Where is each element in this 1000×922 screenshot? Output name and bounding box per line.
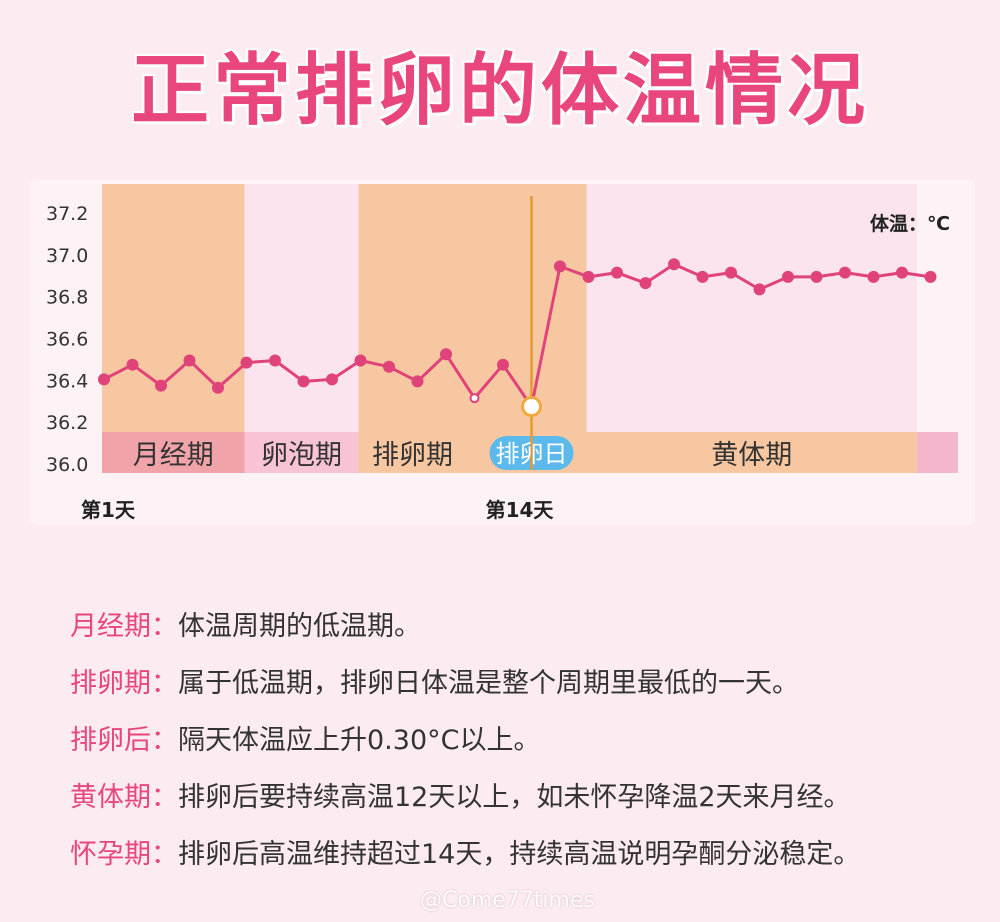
- legend-row-menstrual: 月经期：体温周期的低温期。: [70, 605, 990, 662]
- ovulation-badge-label: 排卵日: [496, 440, 568, 468]
- legend-label: 怀孕期：: [70, 839, 178, 870]
- data-point: [354, 354, 367, 367]
- phase-band: [102, 432, 245, 473]
- page-title: 正常排卵的体温情况: [130, 46, 869, 136]
- legend-text: 隔天体温应上升0.30°C以上。: [178, 725, 541, 756]
- data-point: [440, 348, 452, 361]
- phase-layer: [102, 184, 958, 473]
- phase-background: [358, 184, 587, 432]
- legend: 月经期：体温周期的低温期。 排卵期：属于低温期，排卵日体温是整个周期里最低的一天…: [70, 605, 990, 890]
- phase-band-tail: [917, 432, 958, 473]
- legend-text: 排卵后要持续高温12天以上，如未怀孕降温2天来月经。: [178, 782, 851, 813]
- phase-background: [586, 184, 917, 432]
- data-point: [582, 270, 595, 283]
- marker-layer: [98, 258, 937, 418]
- axis-layer: 36.0 36.2 36.4 36.6 36.8 37.0 37.2: [46, 203, 88, 476]
- data-point: [497, 358, 509, 371]
- phase-label: 黄体期: [711, 440, 792, 471]
- phase-label: 卵泡期: [261, 440, 342, 471]
- y-tick-label: 36.4: [46, 370, 88, 392]
- legend-row-luteal: 黄体期：排卵后要持续高温12天以上，如未怀孕降温2天来月经。: [70, 776, 990, 833]
- data-point: [725, 266, 737, 279]
- data-point: [924, 270, 937, 283]
- legend-text: 体温周期的低温期。: [178, 611, 421, 642]
- x-tick-label: 第14天: [486, 498, 555, 522]
- data-point: [326, 373, 338, 386]
- data-point: [469, 393, 480, 404]
- data-point: [839, 266, 851, 279]
- legend-label: 月经期：: [70, 611, 178, 642]
- legend-row-ovulation: 排卵期：属于低温期，排卵日体温是整个周期里最低的一天。: [70, 662, 990, 719]
- data-point: [155, 379, 167, 392]
- data-point: [297, 375, 310, 388]
- phase-background: [102, 184, 245, 432]
- legend-text: 属于低温期，排卵日体温是整个周期里最低的一天。: [178, 668, 799, 699]
- y-tick-label: 37.0: [46, 245, 88, 267]
- data-point: [269, 354, 281, 367]
- y-tick-label: 36.6: [46, 329, 88, 351]
- watermark: @Come77times: [420, 888, 595, 913]
- legend-label: 黄体期：: [70, 782, 178, 813]
- data-point: [383, 360, 395, 373]
- data-point: [696, 270, 709, 283]
- y-tick-label: 36.8: [46, 287, 88, 309]
- data-point: [810, 270, 823, 283]
- phase-band: [586, 432, 917, 473]
- y-tick-label: 36.2: [46, 412, 88, 434]
- data-point: [554, 260, 566, 273]
- phase-background: [244, 184, 359, 432]
- phase-band: [244, 432, 359, 473]
- phase-label: 排卵期: [372, 440, 453, 471]
- legend-text: 排卵后高温维持超过14天，持续高温说明孕酮分泌稳定。: [178, 839, 861, 870]
- data-point: [212, 381, 224, 394]
- data-point: [896, 266, 908, 279]
- legend-row-post-ovulation: 排卵后：隔天体温应上升0.30°C以上。: [70, 719, 990, 776]
- phase-label: 月经期: [133, 440, 214, 471]
- legend-row-pregnancy: 怀孕期：排卵后高温维持超过14天，持续高温说明孕酮分泌稳定。: [70, 833, 990, 890]
- data-point: [240, 356, 253, 369]
- data-point: [782, 270, 794, 283]
- legend-label: 排卵期：: [70, 668, 178, 699]
- data-point: [98, 373, 110, 386]
- data-point: [668, 258, 680, 271]
- legend-label: 排卵后：: [70, 725, 178, 756]
- ovulation-day-point: [521, 396, 542, 418]
- data-point: [183, 354, 196, 367]
- data-point: [639, 277, 652, 290]
- data-point: [867, 270, 880, 283]
- data-point: [753, 283, 766, 296]
- x-tick-label: 第1天: [81, 498, 136, 522]
- unit-label: 体温：℃: [870, 212, 950, 235]
- data-point: [126, 358, 139, 371]
- y-tick-label: 37.2: [46, 203, 88, 225]
- y-tick-label: 36.0: [46, 454, 88, 476]
- data-point: [611, 266, 623, 279]
- temperature-chart: 36.0 36.2 36.4 36.6 36.8 37.0 37.2 月经期 卵泡期 排卵期 黄体…: [46, 184, 958, 522]
- data-point: [411, 375, 424, 388]
